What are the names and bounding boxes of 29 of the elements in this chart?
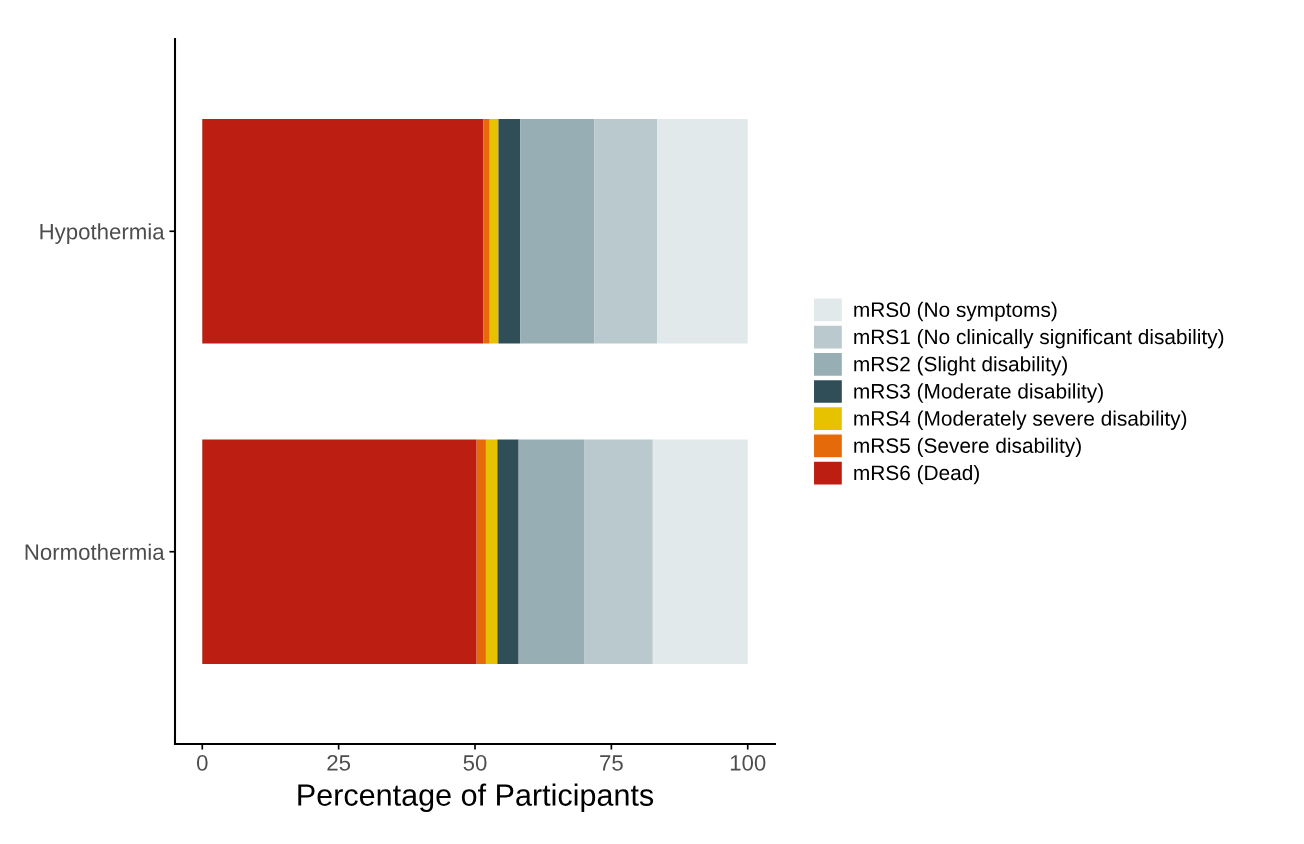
bar (483, 119, 490, 344)
legend-label: mRS1 (No clinically significant disability) (854, 328, 1224, 349)
bar (485, 439, 498, 664)
x-tick-label: 0 (196, 755, 208, 771)
bar (518, 439, 585, 664)
bar (497, 439, 519, 664)
legend-label: mRS0 (No symptoms) (854, 301, 1057, 322)
bar (652, 439, 748, 664)
bar (584, 439, 653, 664)
legend-label: mRS5 (Severe disability) (854, 437, 1081, 458)
y-tick-label: Hypothermia (40, 223, 165, 244)
bar (489, 119, 499, 344)
x-tick-label: 50 (463, 755, 487, 771)
bar (202, 119, 484, 344)
legend-label: mRS2 (Slight disability) (854, 356, 1067, 376)
legend-label: mRS6 (Dead) (854, 464, 979, 485)
y-tick-label: Normothermia (25, 543, 165, 560)
bar (657, 119, 748, 344)
bar (202, 439, 477, 664)
x-tick-label: 100 (730, 755, 766, 771)
bar (594, 119, 658, 344)
bar (476, 439, 486, 664)
legend-label: mRS3 (Moderate disability) (854, 383, 1103, 403)
bar (520, 119, 595, 344)
bar (498, 119, 521, 344)
x-axis-title: Percentage of Participants (298, 783, 654, 812)
x-tick-label: 25 (327, 755, 351, 771)
x-tick-label: 75 (600, 755, 623, 771)
legend-label: mRS4 (Moderately severe disability) (854, 410, 1187, 430)
